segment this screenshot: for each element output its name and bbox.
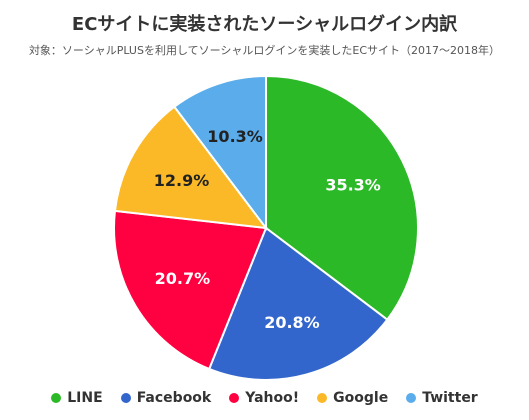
data-label-line: 35.3% <box>325 176 381 195</box>
legend-label: Facebook <box>136 390 212 406</box>
legend-label: Google <box>333 390 389 406</box>
legend-label: LINE <box>67 390 103 406</box>
legend-marker <box>120 393 131 403</box>
pie-slice-facebook <box>207 226 389 381</box>
chart-title: ECサイトに実装されたソーシャルログイン内訳 <box>71 14 458 35</box>
data-label-google: 12.9% <box>154 171 210 190</box>
legend-marker <box>317 393 328 403</box>
legend-marker <box>406 393 417 403</box>
pie-slice-line <box>265 74 419 322</box>
legend-marker <box>229 393 240 403</box>
legend-item-twitter: Twitter <box>406 390 478 406</box>
legend-label: Twitter <box>422 390 478 406</box>
legend-item-yahoo: Yahoo! <box>229 390 299 406</box>
legend-label: Yahoo! <box>245 390 300 406</box>
pie-slice-yahoo <box>113 209 268 371</box>
data-label-twitter: 10.3% <box>207 127 263 146</box>
legend-item-line: LINE <box>51 390 103 406</box>
chart-subtitle: 対象：ソーシャルPLUSを利用してソーシャルログインを実装したECサイト（201… <box>28 44 501 57</box>
data-label-facebook: 20.8% <box>264 313 320 332</box>
legend-item-google: Google <box>317 390 388 406</box>
legend-marker <box>51 393 62 403</box>
legend-item-facebook: Facebook <box>120 390 212 406</box>
data-label-yahoo: 20.7% <box>155 269 211 288</box>
pie-slice-google <box>113 105 269 230</box>
pie-slice-twitter <box>172 74 267 231</box>
chart-legend: LINE Facebook Yahoo! Google Twitter <box>0 390 529 406</box>
